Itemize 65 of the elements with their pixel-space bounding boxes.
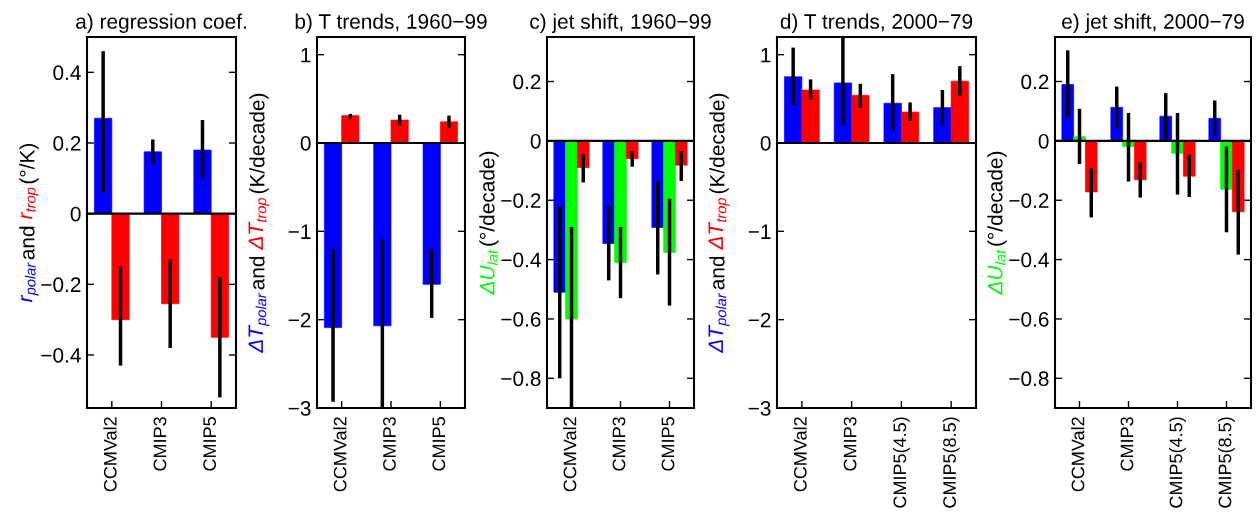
y-tick-label: 0 — [300, 136, 311, 151]
y-tick-label: −0.2 — [41, 277, 81, 293]
y-tick-label: 1 — [761, 47, 771, 63]
y-axis-title: r$_{polar}$ and r$_{trop}$ (°/K) — [19, 144, 39, 303]
x-tick-label: CMIP3 — [383, 417, 396, 471]
y-tick-label: 0 — [70, 206, 81, 222]
y-axis-title: ΔT$_{polar}$ and ΔT$_{trop}$ (K/decade) — [708, 93, 730, 354]
y-tick-label: −0.6 — [1009, 311, 1049, 327]
x-tick-label: CMIP5(8.5) — [942, 417, 960, 508]
y-tick-label: −0.4 — [41, 348, 81, 363]
y-tick-label: 0 — [760, 136, 771, 151]
y-tick-label: −0.4 — [501, 252, 541, 268]
y-tick-label: 0 — [530, 133, 541, 149]
bar — [373, 142, 392, 327]
bar — [324, 142, 343, 328]
x-tick-label: CMIP3 — [843, 417, 857, 471]
y-tick-label: −0.2 — [1009, 193, 1049, 208]
x-tick-label: CMIP3 — [612, 417, 626, 471]
chart-title: c) jet shift, 1960−99 — [530, 13, 711, 33]
x-tick-label: CMIP3 — [153, 417, 167, 471]
chart-title: e) jet shift, 2000−79 — [1062, 13, 1244, 33]
bar — [851, 94, 870, 144]
x-tick-label: CMIP3 — [1120, 417, 1134, 471]
x-tick-label: CCMVal2 — [333, 417, 347, 492]
bar — [143, 151, 162, 215]
bar — [901, 111, 920, 144]
y-axis-title: ΔU$_{lat}$ (°/decade) — [987, 151, 1007, 295]
y-tick-label: 1 — [301, 47, 311, 63]
y-tick-label: −0.6 — [501, 311, 541, 327]
y-tick-label: −1 — [748, 224, 771, 239]
y-axis-title: ΔU$_{lat}$ (°/decade) — [479, 151, 499, 295]
x-tick-label: CMIP5 — [432, 417, 446, 471]
y-tick-label: 0.2 — [1021, 74, 1049, 90]
y-tick-label: −0.2 — [501, 193, 541, 208]
y-tick-label: −1 — [288, 224, 311, 239]
y-tick-label: −2 — [288, 312, 311, 328]
bar — [390, 119, 409, 144]
y-tick-label: 0.2 — [513, 74, 541, 90]
chart-title: a) regression coef. — [76, 13, 246, 33]
y-tick-label: −3 — [748, 401, 771, 416]
chart-title: b) T trends, 1960−99 — [295, 13, 487, 33]
x-tick-label: CMIP5 — [661, 417, 675, 471]
bar — [422, 142, 441, 285]
chart-title: d) T trends, 2000−79 — [780, 13, 973, 33]
x-tick-label: CMIP5 — [203, 417, 217, 471]
x-tick-label: CCMVal2 — [563, 417, 577, 492]
y-axis-title: ΔT$_{polar}$ and ΔT$_{trop}$ (K/decade) — [248, 93, 270, 354]
bar — [341, 115, 360, 144]
y-tick-label: −2 — [748, 312, 771, 328]
y-tick-label: 0.2 — [53, 136, 81, 151]
y-tick-label: −0.8 — [501, 371, 541, 387]
x-tick-label: CCMVal2 — [103, 417, 117, 492]
x-tick-label: CMIP5(4.5) — [1169, 417, 1186, 508]
x-tick-label: CCMVal2 — [1071, 417, 1085, 492]
y-tick-label: −3 — [288, 401, 311, 416]
y-tick-label: 0 — [1038, 133, 1049, 149]
x-tick-label: CMIP5(8.5) — [1218, 417, 1235, 508]
bar — [801, 89, 820, 144]
y-tick-label: −0.4 — [1009, 252, 1049, 268]
bar — [193, 149, 212, 215]
bar — [950, 80, 969, 144]
x-tick-label: CCMVal2 — [793, 417, 807, 492]
y-tick-label: −0.8 — [1009, 371, 1049, 387]
y-tick-label: 0.4 — [53, 65, 81, 81]
x-tick-label: CMIP5(4.5) — [892, 417, 910, 508]
